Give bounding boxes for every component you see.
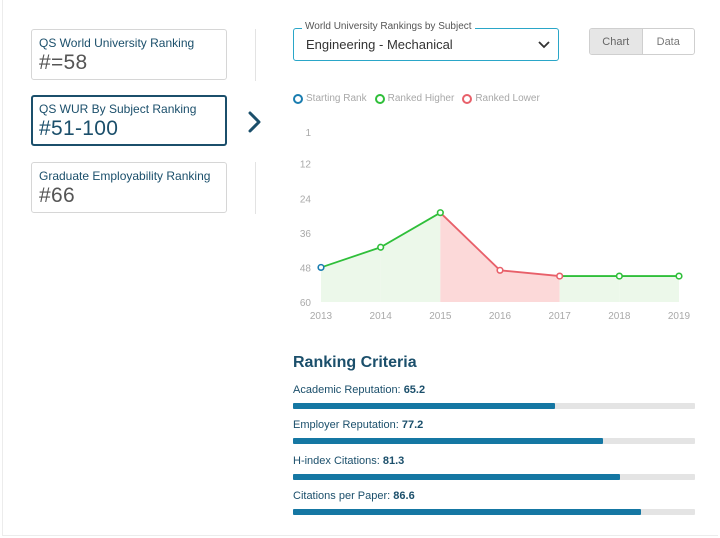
chart-legend: Starting Rank Ranked Higher Ranked Lower [293,93,548,104]
legend-marker [374,93,385,104]
y-tick-label: 1 [305,128,311,139]
criterion-label: Citations per Paper: 86.6 [293,490,695,502]
area-segment [321,247,381,302]
criterion-bar-track [293,438,695,444]
ranking-label: QS WUR By Subject Ranking [39,102,197,116]
criterion-row: Employer Reputation: 77.2 [293,419,695,444]
subject-select-legend: World University Rankings by Subject [302,21,475,32]
legend-marker [293,93,303,104]
criterion-name: Employer Reputation: [293,419,399,431]
data-point [317,263,325,272]
legend-item-starting: Starting Rank [293,93,367,104]
data-point [615,272,623,280]
series-line-segment [320,246,381,269]
data-point [556,272,564,280]
x-tick-label: 2016 [489,311,512,322]
criterion-bar-fill [293,474,620,480]
legend-label: Ranked Lower [475,93,540,104]
area-segment [619,276,679,302]
y-tick-label: 24 [300,194,312,205]
legend-item-lower: Ranked Lower [462,93,540,104]
data-point [377,243,385,251]
series-line-segment [439,212,501,271]
chart-view-button[interactable]: Chart [590,29,643,54]
criterion-bar-track [293,403,695,409]
criterion-name: Academic Reputation: [293,384,401,396]
x-tick-label: 2019 [668,311,691,322]
ranking-value: #66 [39,184,75,207]
criterion-score: 65.2 [403,384,426,396]
data-point [675,272,683,280]
x-tick-label: 2018 [608,311,631,322]
criterion-score: 81.3 [382,455,405,467]
x-tick-label: 2013 [310,311,333,322]
subject-select[interactable]: World University Rankings by Subject Eng… [293,21,559,61]
series-line-segment [380,211,441,249]
y-tick-label: 12 [300,160,312,171]
view-toggle: Chart Data [589,28,695,55]
ranking-card-world[interactable]: QS World University Ranking #=58 [31,29,227,80]
legend-label: Starting Rank [306,93,367,104]
criterion-name: Citations per Paper: [293,490,391,502]
ranking-card-employability[interactable]: Graduate Employability Ranking #66 [31,162,227,213]
chevron-right-icon [248,111,261,133]
x-tick-label: 2015 [429,311,452,322]
ranking-value: #=58 [39,51,88,74]
criterion-bar-fill [293,403,556,409]
criterion-score: 77.2 [401,419,424,431]
data-point [496,266,504,274]
rank-line-chart: 1 12 24 36 48 60 2013 2014 2015 2016 2017 2018 2019 [300,128,691,322]
x-tick-label: 2017 [549,311,572,322]
y-tick-label: 36 [300,229,312,240]
criterion-bar-track [293,474,695,480]
data-view-button[interactable]: Data [656,35,680,48]
criterion-bar-track [293,509,695,515]
subject-select-value: Engineering - Mechanical [306,37,453,52]
ranking-card-subject[interactable]: QS WUR By Subject Ranking #51-100 [31,95,227,146]
x-tick-label: 2014 [370,311,393,322]
criterion-row: H-index Citations: 81.3 [293,455,695,480]
divider [255,29,256,81]
criterion-row: Citations per Paper: 86.6 [293,490,695,515]
area-segment [440,212,500,302]
legend-label: Ranked Higher [387,93,455,104]
criterion-label: Employer Reputation: 77.2 [293,419,695,431]
y-tick-label: 60 [300,298,312,309]
legend-item-higher: Ranked Higher [374,93,455,104]
chevron-down-icon [538,41,550,49]
series-line-segment [499,269,560,277]
criterion-label: Academic Reputation: 65.2 [293,384,695,396]
criterion-bar-fill [293,509,642,515]
criterion-row: Academic Reputation: 65.2 [293,384,695,409]
criterion-name: H-index Citations: [293,455,380,467]
criterion-label: H-index Citations: 81.3 [293,455,695,467]
divider [255,162,256,214]
ranking-label: Graduate Employability Ranking [39,169,211,183]
ranking-value: #51-100 [39,117,119,140]
data-point [436,209,444,217]
area-segment [500,270,560,302]
ranking-label: QS World University Ranking [39,36,195,50]
area-segment [380,212,441,302]
criterion-score: 86.6 [393,490,415,502]
legend-marker [462,93,473,104]
area-segment [559,276,620,302]
y-tick-label: 48 [300,263,312,274]
criteria-title: Ranking Criteria [293,354,417,371]
criterion-bar-fill [293,438,604,444]
